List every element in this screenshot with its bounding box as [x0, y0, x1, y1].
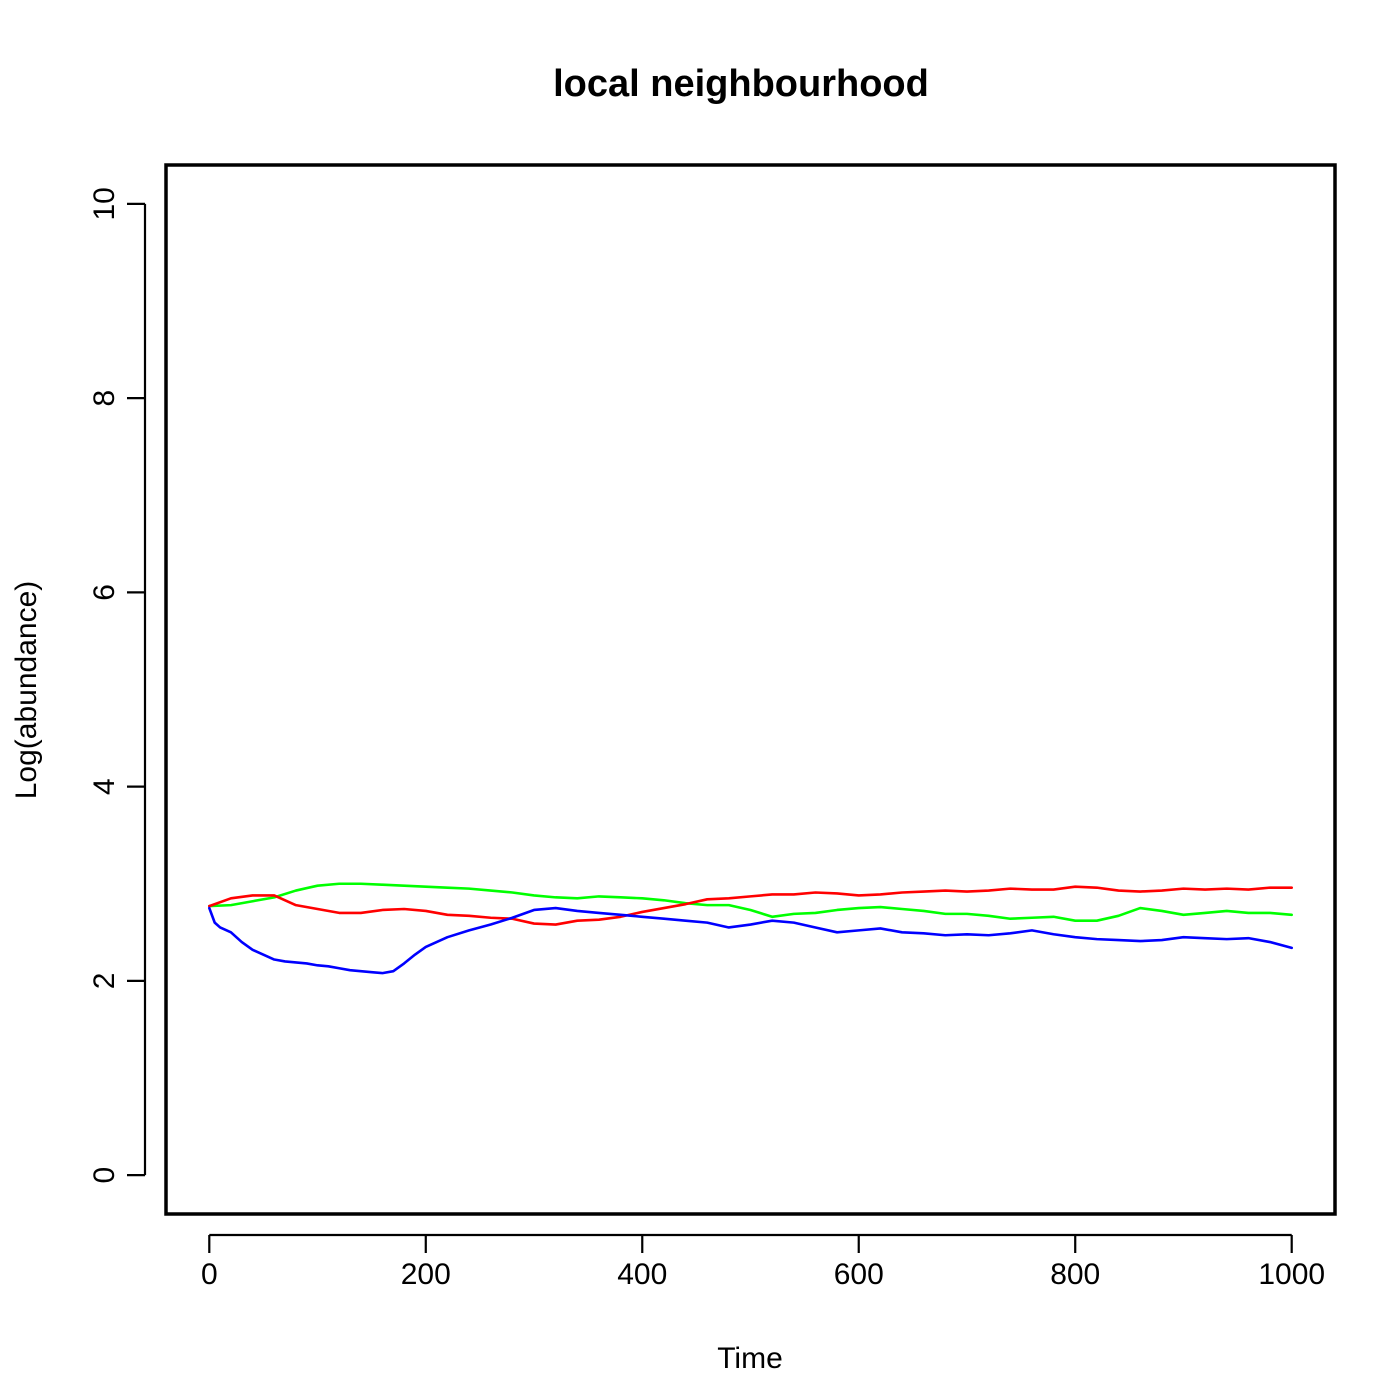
series-line-3 [208, 906, 1293, 975]
series-layer [208, 882, 1293, 975]
y-tick-label: 8 [88, 390, 121, 407]
x-tick-label: 800 [1050, 1258, 1100, 1291]
chart-title: local neighbourhood [553, 63, 929, 105]
plot-frame [164, 163, 1337, 1216]
x-axis: 0 200 400 600 800 1000 [201, 1233, 1325, 1291]
y-axis-label: Log(abundance) [10, 581, 43, 800]
y-tick-label: 6 [88, 584, 121, 601]
x-tick-label: 200 [401, 1258, 451, 1291]
x-tick-label: 1000 [1258, 1258, 1325, 1291]
y-tick-label: 10 [88, 187, 121, 220]
y-tick-label: 0 [88, 1167, 121, 1184]
series-line-2 [208, 885, 1293, 926]
x-tick-label: 0 [201, 1258, 218, 1291]
x-tick-label: 400 [617, 1258, 667, 1291]
series-line-1 [208, 882, 1293, 922]
y-tick-label: 4 [88, 778, 121, 795]
x-axis-label: Time [717, 1342, 783, 1375]
y-tick-label: 2 [88, 973, 121, 990]
y-axis: 0 2 4 6 8 10 [88, 187, 147, 1184]
x-tick-label: 600 [834, 1258, 884, 1291]
